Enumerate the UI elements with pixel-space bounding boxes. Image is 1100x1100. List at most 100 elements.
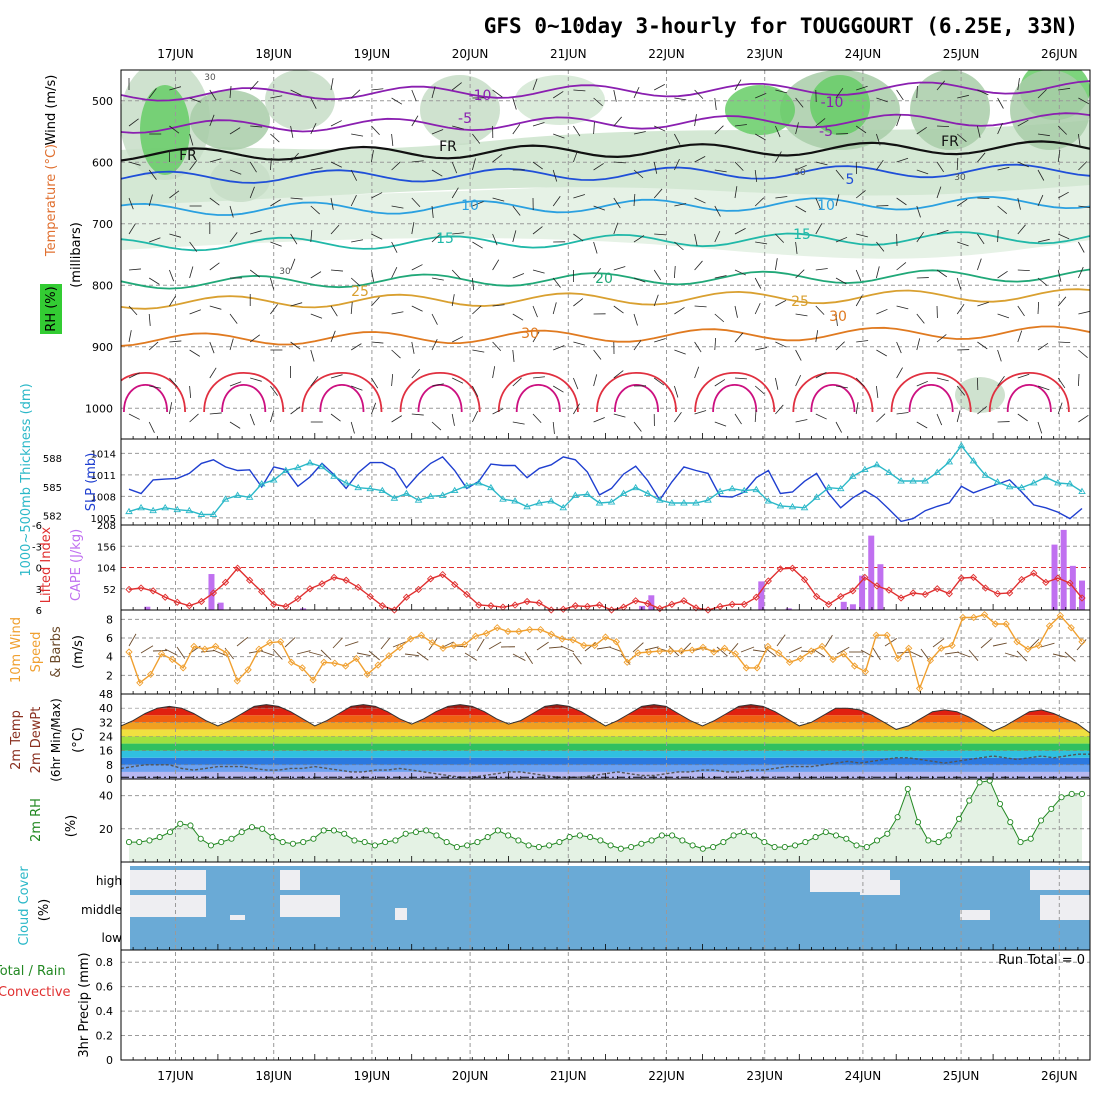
wind-barb — [734, 377, 747, 380]
rh2m-unit-label: (%) — [64, 815, 79, 838]
wind-barb — [795, 269, 805, 279]
wind-barb — [633, 86, 640, 99]
li-tick-label: -3 — [32, 542, 42, 553]
panel-frame-precip — [120, 949, 1091, 1061]
wind-speed-point — [211, 642, 220, 651]
wind-barb — [492, 89, 503, 98]
wind-barb — [573, 233, 584, 242]
upper-tick-label: 600 — [92, 156, 113, 169]
thickness-point — [559, 503, 568, 511]
wind-barb — [249, 161, 257, 173]
rh2m-point — [1078, 790, 1086, 797]
date-label-bottom: 25JUN — [943, 1069, 980, 1083]
wind-barb — [1058, 341, 1071, 344]
wind-barb — [308, 651, 323, 657]
rh-blob — [810, 75, 870, 135]
wind-barb — [775, 300, 787, 307]
wind-barb — [593, 205, 606, 211]
wind-speed-point — [190, 642, 198, 651]
run-total-label: Run Total = 0 — [998, 953, 1085, 968]
lifted-index-point — [547, 606, 555, 614]
wind-barb — [176, 646, 186, 659]
wind-speed-point — [612, 638, 620, 646]
wind-barb — [260, 650, 275, 656]
wind-speed-point — [915, 684, 924, 693]
wind-barb — [1017, 373, 1030, 379]
wind-barb — [431, 339, 438, 351]
wind-barb — [212, 649, 227, 656]
thickness-point — [1005, 482, 1014, 490]
wind-barb — [371, 233, 383, 240]
wind-barb — [411, 413, 424, 416]
rh-shade-band — [121, 180, 1090, 259]
warm-contour — [988, 371, 1070, 413]
rh2m-point — [638, 840, 645, 847]
thickness-point — [764, 497, 773, 504]
wind-barb — [997, 205, 1008, 215]
lifted-index-point — [1042, 578, 1050, 587]
warm-contour — [399, 371, 481, 413]
cloud-unit-label: (%) — [37, 899, 52, 922]
wind-barb — [411, 115, 419, 127]
wind-barb — [330, 197, 334, 210]
wind-barb — [916, 126, 927, 135]
wind-barb — [694, 233, 698, 246]
cape-bar — [840, 601, 847, 610]
wind-barb — [472, 201, 484, 207]
thickness-point — [1042, 473, 1050, 480]
lifted-index-point — [487, 602, 495, 610]
warm-contour — [596, 371, 677, 413]
wind-barb — [896, 341, 902, 354]
wind-barb — [351, 133, 364, 137]
wind-barb — [310, 349, 315, 362]
wind-barb — [452, 336, 464, 343]
wind-speed-point — [569, 636, 577, 644]
wind-barb — [896, 412, 909, 415]
wind-barb — [593, 268, 601, 279]
wind-barb — [330, 78, 334, 91]
rh2m-point — [207, 842, 215, 849]
rh2m-point — [341, 830, 348, 837]
lifted-index-point — [933, 585, 941, 593]
lifted-index-point — [221, 578, 230, 587]
lifted-index-point — [390, 606, 399, 614]
wind-barb — [613, 305, 624, 314]
wind-barb — [855, 295, 863, 307]
thickness-axis-label: 1000~500mb Thickness (dm) — [19, 383, 34, 576]
cloud-gap — [960, 910, 990, 920]
wind-barb — [876, 308, 888, 315]
rh2m-line — [129, 780, 1082, 850]
data-layer — [120, 78, 1091, 852]
wind-barb — [795, 374, 802, 387]
wind-speed-point — [645, 648, 653, 656]
wind-barb — [936, 80, 946, 91]
lifted-index-point — [270, 600, 278, 608]
thickness-point — [233, 491, 242, 498]
wind-speed-point — [601, 633, 610, 641]
precip-label-b: Convective — [0, 985, 71, 1000]
warm-contour — [614, 384, 659, 413]
wind-speed-point — [634, 649, 642, 657]
rh2m-point — [884, 830, 891, 837]
thickness-point — [342, 479, 350, 486]
wind-barb — [1017, 330, 1023, 343]
wind-barb — [330, 413, 341, 422]
li-tick-label: 0 — [36, 564, 42, 575]
wind-barb — [633, 169, 644, 179]
isotherm-label: 15 — [436, 231, 454, 247]
wind-speed-line — [128, 613, 1083, 691]
warm-contour — [221, 384, 267, 413]
warm-contour — [497, 371, 579, 413]
wind-barb — [451, 187, 459, 199]
cloud-axis-label: Cloud Cover — [17, 866, 32, 946]
wind-barb — [431, 277, 444, 281]
wind-barb — [835, 236, 848, 243]
thickness-point — [535, 499, 543, 506]
precip-tick-label: 0.6 — [96, 981, 114, 994]
wind-barb — [290, 233, 298, 245]
rh2m-point — [484, 834, 491, 841]
wind-barb — [492, 233, 498, 246]
isotherm-label: -10 — [469, 88, 492, 104]
thickness-point — [161, 503, 169, 511]
wind-speed-point — [1056, 611, 1064, 620]
